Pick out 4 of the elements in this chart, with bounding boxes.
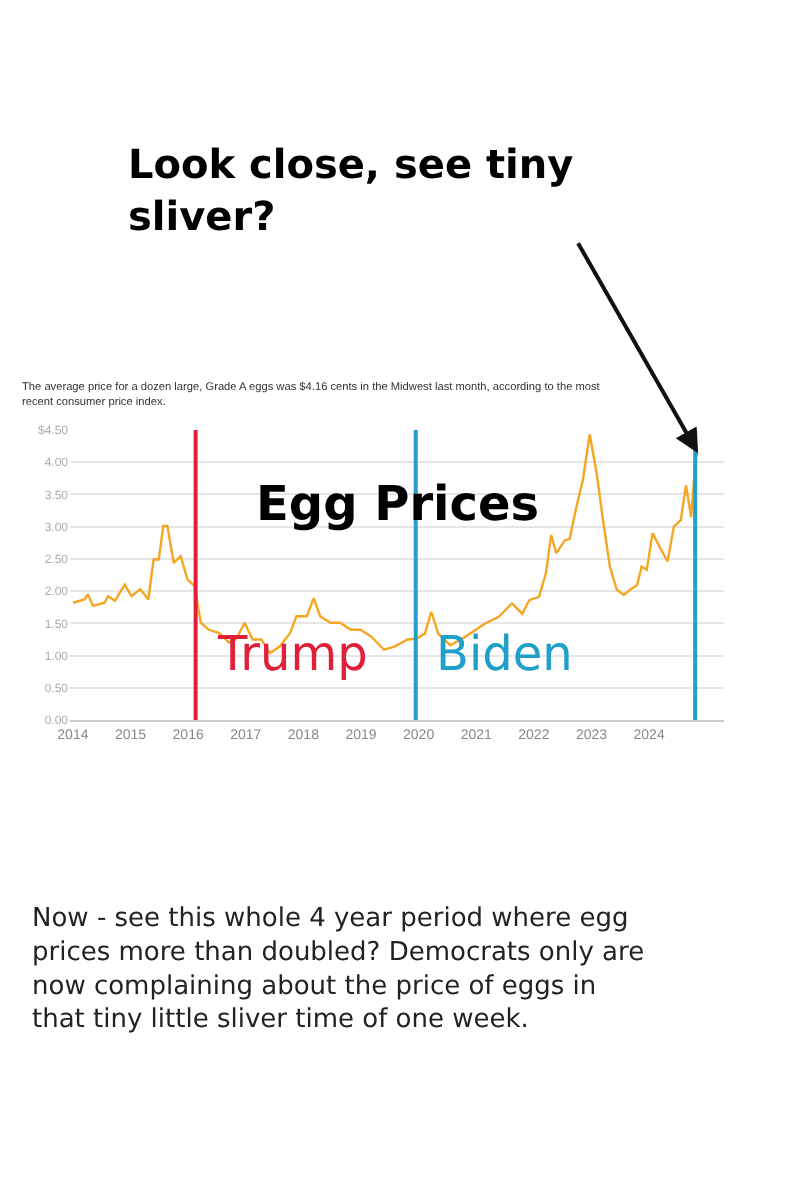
ref-line-label: Trump [216,626,368,682]
annotation: Look close, see tiny sliver? [128,140,574,240]
text: Now - see this whole 4 year period where egg prices more than doubled? Democrats only are now complaining about the price of eggs in that tiny little sliver time of one week. [32,904,645,1036]
ref-line-label: Biden [436,626,573,682]
